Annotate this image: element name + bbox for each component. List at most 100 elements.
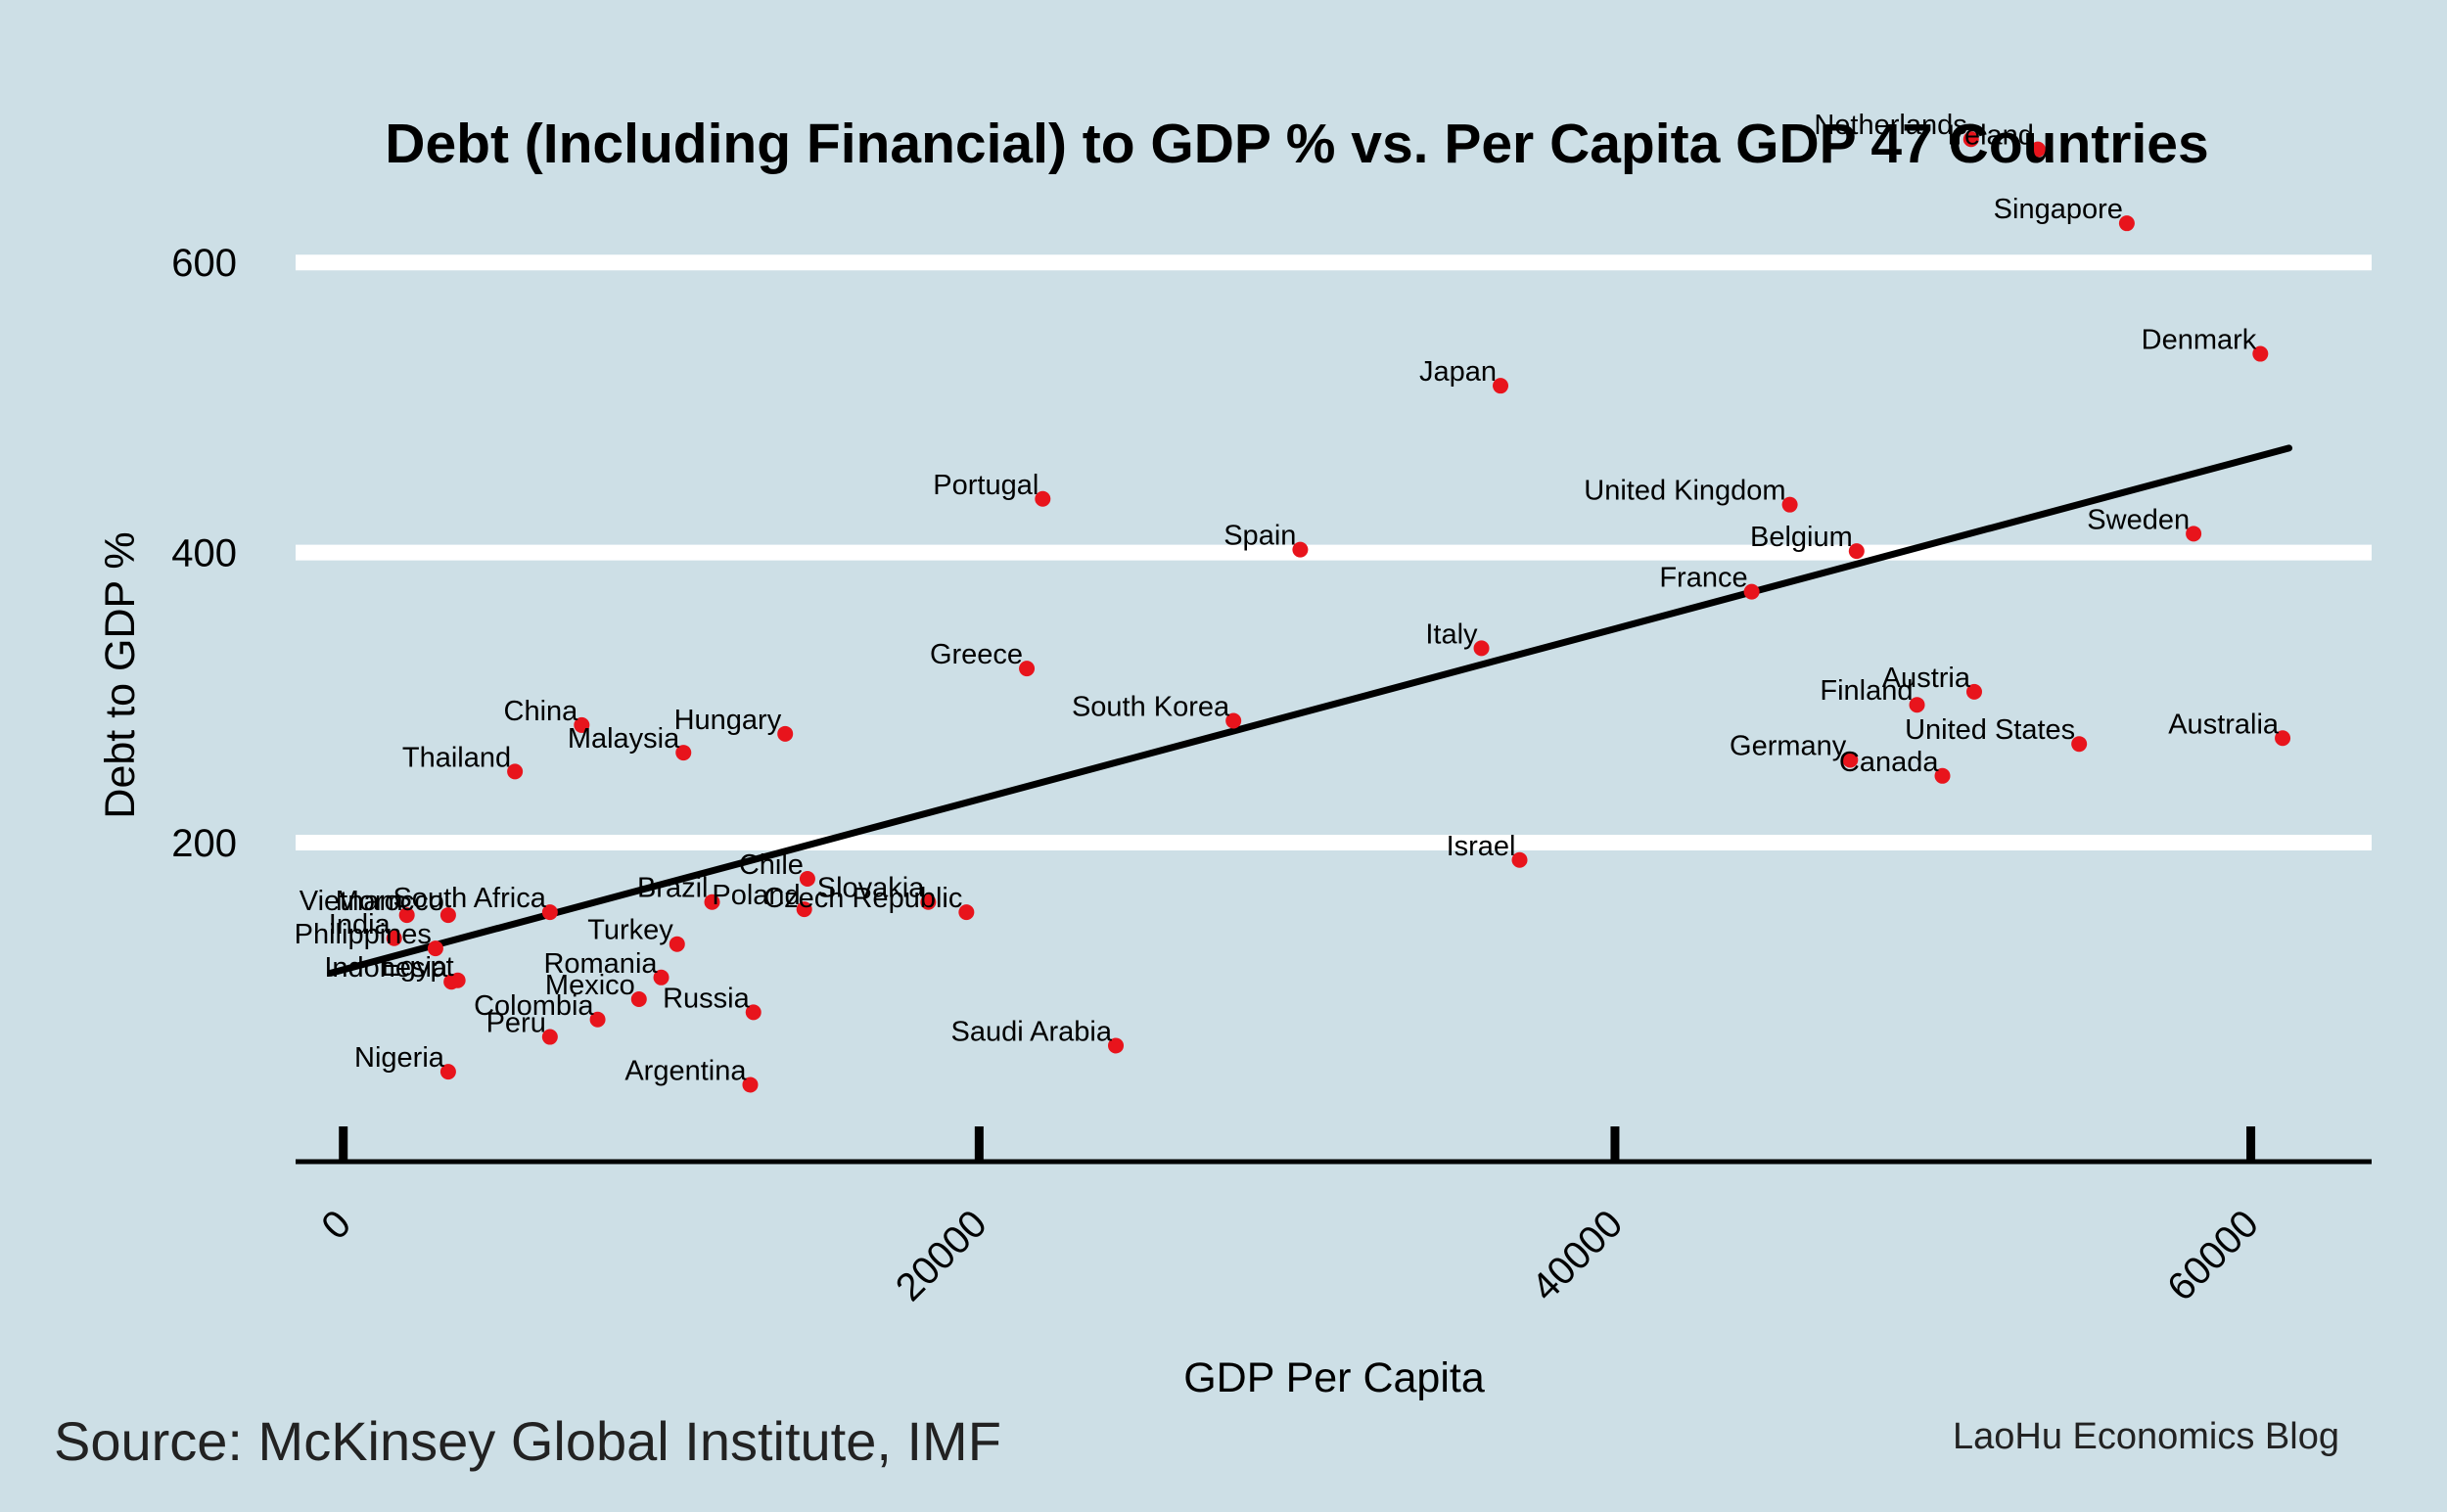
point-philippines [427,940,443,957]
point-austria [1965,683,1982,700]
data-points [386,131,2291,1093]
point-germany [1842,752,1859,768]
point-russia [745,1004,762,1021]
point-turkey [669,936,685,952]
point-chile [799,871,815,888]
y-tick-label-0: 200 [171,822,237,865]
point-label-philippines: Philippines [295,919,432,950]
point-label-singapore: Singapore [1994,194,2123,225]
x-axis-label: GDP Per Capita [1183,1354,1485,1401]
point-sweden [2186,526,2202,542]
y-tick-label-1: 400 [171,532,237,575]
y-axis-label: Debt to GDP % [97,531,144,818]
trendline [327,444,2293,977]
point-label-greece: Greece [930,639,1023,670]
point-mexico [630,991,647,1008]
point-united-kingdom [1781,496,1798,513]
point-peru [541,1029,558,1045]
point-label-united-states: United States [1905,714,2075,746]
point-label-slovakia: Slovakia [817,873,925,904]
point-portugal [1035,490,1051,507]
point-label-south-africa: South Africa [392,883,546,914]
point-label-nigeria: Nigeria [354,1042,445,1074]
point-label-germany: Germany [1730,731,1847,762]
point-label-italy: Italy [1425,619,1478,650]
point-morocco [439,907,456,924]
point-japan [1493,378,1509,394]
point-label-vietnam: Vietnam [300,886,403,917]
point-label-morocco: Morocco [336,886,444,917]
point-label-czech-republic: Czech Republic [763,883,962,914]
point-canada [1934,767,1951,784]
point-label-mexico: Mexico [545,970,635,1001]
point-label-romania: Romania [543,948,658,980]
point-label-canada: Canada [1839,747,1939,778]
point-label-united-kingdom: United Kingdom [1584,476,1785,507]
y-tick-label-2: 600 [171,242,237,285]
point-slovakia [920,893,937,910]
point-label-egypt: Egypt [381,951,453,983]
point-australia [2275,730,2291,747]
point-spain [1292,541,1309,558]
point-singapore [2118,215,2135,232]
point-thailand [507,763,524,780]
point-israel [1511,851,1528,868]
point-label-ireland: Ireland [1947,120,2034,152]
point-label-australia: Australia [2168,709,2280,740]
point-label-poland: Poland [712,880,800,911]
point-label-india: India [329,909,392,940]
point-china [574,716,590,733]
point-finland [1909,697,1925,713]
point-united-states [2071,736,2088,753]
y-axis-ticks: 200 400 600 [171,242,237,865]
point-label-brazil: Brazil [637,873,709,904]
point-romania [653,969,669,985]
point-label-finland: Finland [1820,675,1913,707]
point-label-turkey: Turkey [587,915,673,946]
source-note: Source: McKinsey Global Institute, IMF [54,1410,1001,1472]
point-label-argentina: Argentina [624,1055,747,1086]
point-netherlands [1962,131,1979,148]
point-ireland [2029,141,2046,158]
point-belgium [1848,543,1865,560]
point-italy [1473,640,1490,657]
point-label-portugal: Portugal [933,470,1039,501]
point-label-denmark: Denmark [2142,325,2257,356]
point-poland [796,901,812,918]
point-malaysia [675,745,692,761]
point-nigeria [439,1064,456,1080]
point-label-malaysia: Malaysia [568,723,680,755]
point-france [1743,583,1760,600]
point-label-austria: Austria [1882,663,1971,694]
point-label-colombia: Colombia [474,990,594,1022]
point-label-hungary: Hungary [674,705,782,736]
point-india [386,930,402,946]
point-label-netherlands: Netherlands [1814,110,1966,141]
point-label-china: China [504,696,579,727]
point-label-sweden: Sweden [2087,504,2190,535]
point-label-chile: Chile [739,849,804,881]
point-label-belgium: Belgium [1750,522,1853,553]
point-argentina [742,1077,759,1093]
point-label-spain: Spain [1224,521,1296,552]
point-south-korea [1225,712,1242,729]
point-label-france: France [1659,563,1747,594]
point-vietnam [398,907,415,924]
blog-credit: LaoHu Economics Blog [1953,1416,2339,1457]
point-label-russia: Russia [663,983,751,1014]
gridlines [296,254,2372,850]
point-label-indonesia: Indonesia [324,952,448,984]
point-denmark [2252,345,2269,362]
point-brazil [704,893,720,910]
point-egypt [449,972,466,988]
trendline-group [327,444,2293,977]
point-hungary [777,725,794,742]
point-czech-republic [958,904,975,921]
point-colombia [589,1011,606,1028]
point-label-israel: Israel [1447,831,1516,862]
point-label-japan: Japan [1419,356,1497,388]
point-label-south-korea: South Korea [1072,691,1230,722]
